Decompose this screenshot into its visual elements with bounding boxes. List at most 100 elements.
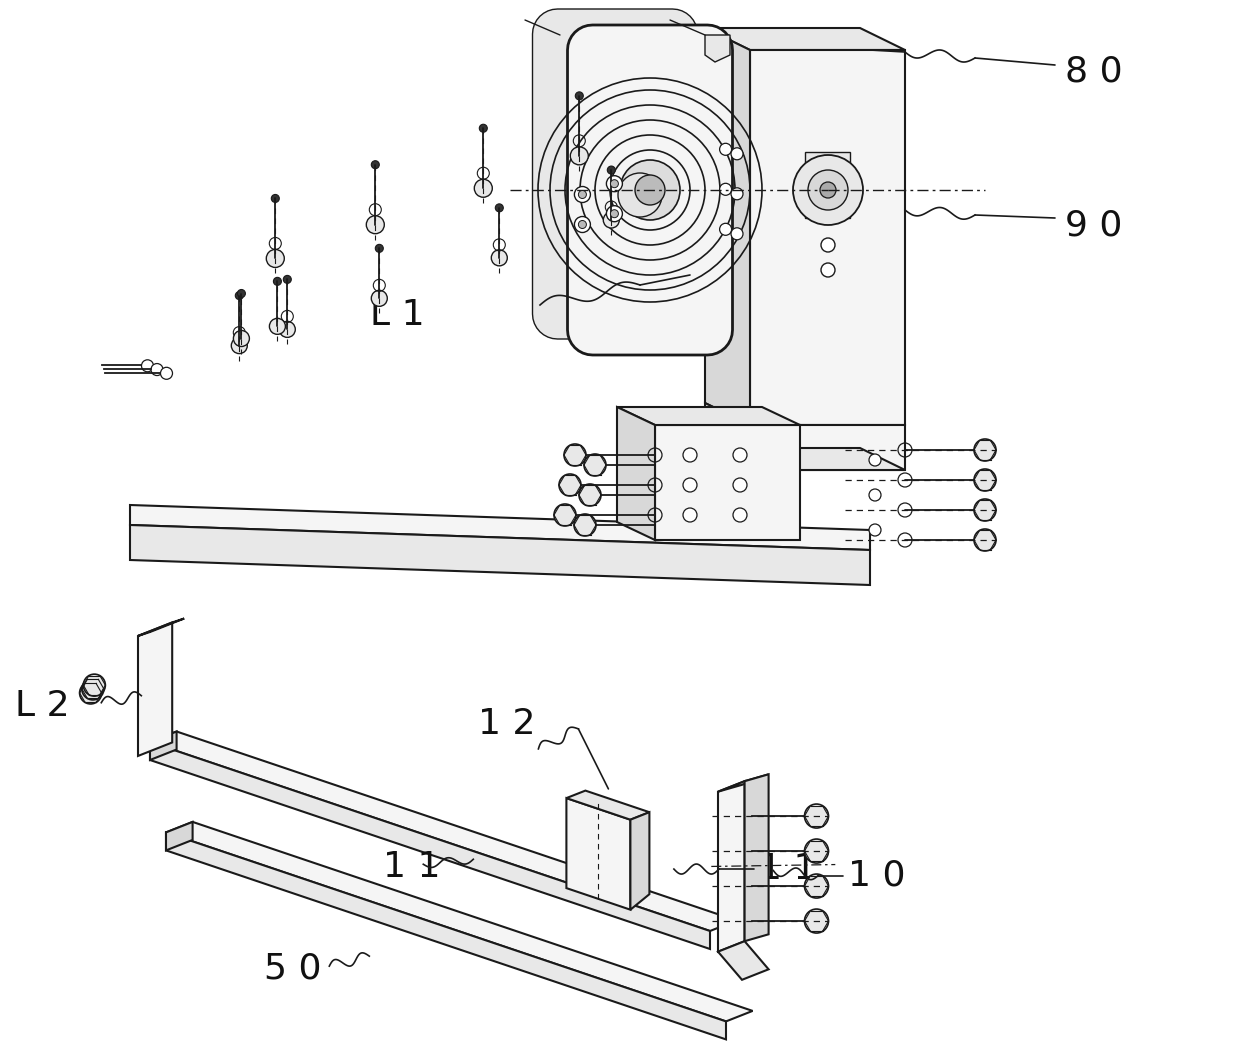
Polygon shape: [138, 619, 185, 636]
Circle shape: [160, 367, 172, 380]
Circle shape: [273, 277, 281, 286]
Circle shape: [233, 330, 249, 347]
Text: 1 0: 1 0: [848, 858, 905, 893]
Polygon shape: [706, 403, 750, 470]
Circle shape: [570, 147, 588, 165]
Circle shape: [371, 290, 387, 307]
Circle shape: [869, 524, 880, 536]
Circle shape: [236, 292, 243, 299]
Circle shape: [491, 250, 507, 266]
Circle shape: [604, 212, 619, 229]
Polygon shape: [718, 942, 769, 980]
Circle shape: [237, 290, 246, 297]
Circle shape: [376, 244, 383, 253]
Circle shape: [635, 175, 665, 205]
Circle shape: [141, 360, 154, 371]
Polygon shape: [166, 822, 192, 851]
Circle shape: [732, 148, 743, 160]
Polygon shape: [706, 448, 905, 470]
Polygon shape: [130, 505, 870, 550]
Polygon shape: [750, 425, 905, 470]
Circle shape: [366, 216, 384, 234]
Circle shape: [608, 166, 615, 175]
Polygon shape: [166, 833, 725, 1039]
Polygon shape: [718, 774, 769, 791]
Circle shape: [79, 682, 102, 704]
Polygon shape: [567, 790, 650, 820]
Circle shape: [579, 484, 601, 506]
Polygon shape: [150, 742, 711, 949]
Circle shape: [683, 448, 697, 462]
Circle shape: [564, 444, 587, 466]
Circle shape: [495, 204, 503, 212]
Circle shape: [733, 448, 746, 462]
Polygon shape: [706, 28, 750, 425]
Circle shape: [474, 179, 492, 197]
Circle shape: [719, 143, 732, 156]
Circle shape: [719, 183, 732, 196]
Circle shape: [805, 874, 828, 898]
Circle shape: [683, 478, 697, 492]
Circle shape: [283, 275, 291, 284]
Polygon shape: [706, 35, 730, 62]
Circle shape: [732, 188, 743, 200]
Polygon shape: [805, 152, 849, 218]
Text: L 1: L 1: [370, 298, 424, 332]
Circle shape: [480, 124, 487, 132]
Polygon shape: [150, 731, 737, 931]
Circle shape: [821, 263, 835, 277]
Circle shape: [554, 504, 577, 526]
Text: 1 1: 1 1: [383, 851, 440, 884]
Circle shape: [732, 227, 743, 240]
Polygon shape: [138, 622, 172, 756]
Circle shape: [574, 186, 590, 202]
Circle shape: [973, 469, 996, 491]
Circle shape: [371, 161, 379, 168]
Circle shape: [808, 170, 848, 209]
Polygon shape: [166, 822, 753, 1021]
Circle shape: [272, 195, 279, 202]
Polygon shape: [706, 28, 905, 50]
Circle shape: [151, 364, 162, 376]
Circle shape: [574, 514, 596, 536]
Polygon shape: [744, 774, 769, 942]
Text: 5 0: 5 0: [264, 951, 322, 985]
Text: 8 0: 8 0: [1065, 55, 1122, 89]
Polygon shape: [532, 10, 697, 339]
Polygon shape: [150, 731, 176, 760]
Polygon shape: [567, 798, 630, 910]
Circle shape: [575, 92, 583, 99]
Circle shape: [820, 182, 836, 198]
Text: 1 1: 1 1: [759, 852, 816, 886]
Circle shape: [578, 220, 587, 229]
Polygon shape: [130, 525, 870, 585]
Circle shape: [279, 322, 295, 338]
Circle shape: [578, 190, 587, 199]
Circle shape: [267, 250, 284, 268]
Polygon shape: [568, 25, 733, 355]
Circle shape: [610, 180, 619, 187]
Circle shape: [821, 238, 835, 252]
Circle shape: [683, 508, 697, 522]
Text: 1 2: 1 2: [479, 707, 536, 741]
Circle shape: [584, 454, 606, 476]
Circle shape: [805, 909, 828, 933]
Polygon shape: [618, 407, 800, 425]
Circle shape: [719, 223, 732, 235]
Circle shape: [232, 338, 247, 353]
Circle shape: [82, 678, 104, 700]
Circle shape: [805, 839, 828, 863]
Circle shape: [606, 176, 622, 191]
Circle shape: [973, 439, 996, 461]
Circle shape: [574, 217, 590, 233]
Circle shape: [610, 209, 619, 218]
Text: 9 0: 9 0: [1065, 208, 1122, 242]
Circle shape: [559, 474, 582, 496]
Text: L 2: L 2: [15, 689, 69, 723]
Circle shape: [794, 156, 863, 225]
Circle shape: [620, 160, 680, 220]
Circle shape: [869, 489, 880, 501]
Circle shape: [618, 174, 662, 217]
Circle shape: [606, 205, 622, 222]
Polygon shape: [630, 813, 650, 910]
